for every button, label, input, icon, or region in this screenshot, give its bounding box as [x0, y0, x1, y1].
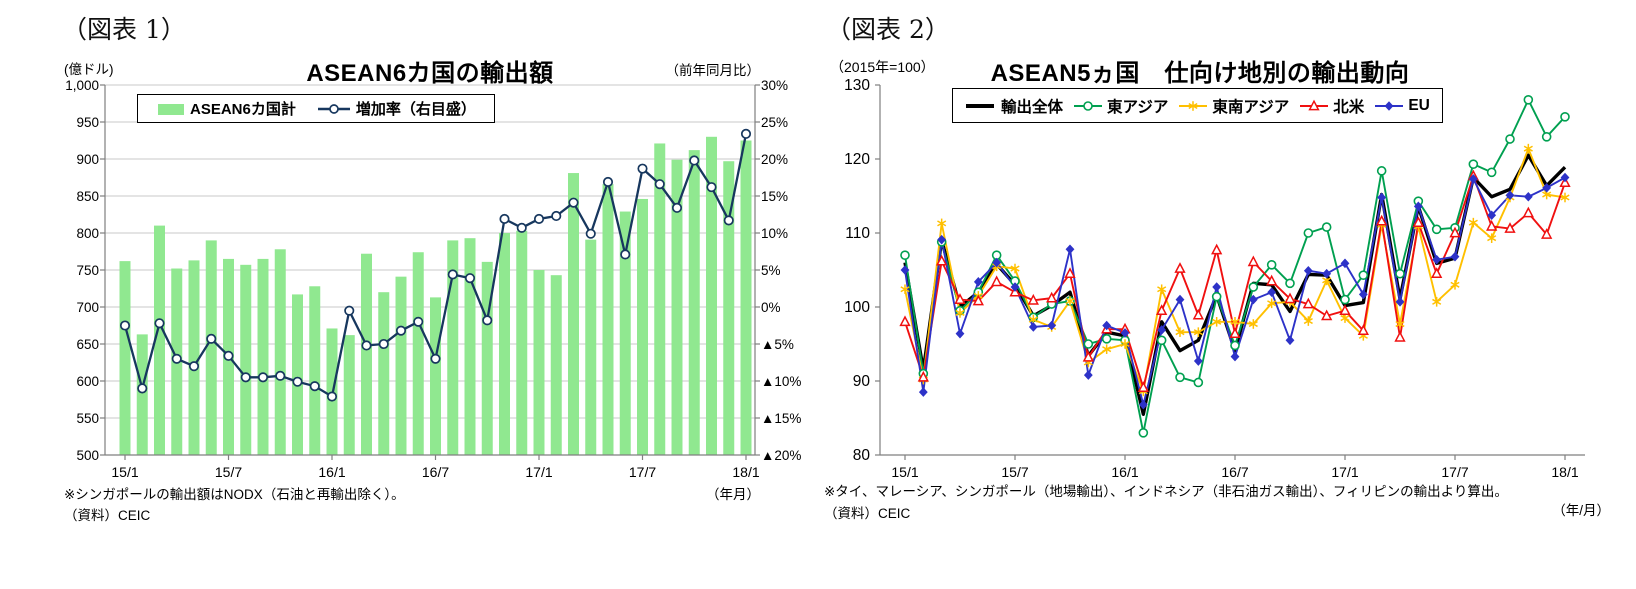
svg-text:1,000: 1,000 [65, 78, 99, 93]
figure1-x-axis-unit: （年月） [706, 487, 760, 502]
svg-text:800: 800 [76, 226, 99, 241]
legend-item-east-asia: 東アジア [1073, 95, 1168, 117]
svg-text:17/1: 17/1 [525, 464, 552, 480]
legend-label: ASEAN6カ国計 [190, 101, 296, 118]
legend-label: 増加率（右目盛） [355, 101, 476, 118]
figure2-header: （図表 2） [826, 15, 950, 44]
gold-asterisk-line-icon [1179, 100, 1208, 111]
svg-text:80: 80 [853, 447, 871, 464]
svg-text:15/7: 15/7 [1001, 464, 1028, 480]
svg-text:25%: 25% [761, 115, 788, 130]
green-circle-line-icon [1074, 100, 1103, 111]
svg-text:750: 750 [76, 263, 99, 278]
svg-text:15/1: 15/1 [111, 464, 138, 480]
svg-text:90: 90 [853, 373, 871, 390]
svg-text:100: 100 [844, 299, 870, 316]
line-marker-icon [317, 103, 350, 114]
black-line-icon [966, 103, 994, 108]
figure2-source: （資料）CEIC [824, 506, 911, 521]
svg-text:900: 900 [76, 152, 99, 167]
figure2-legend: 輸出全体 東アジア 東南アジア 北米 EU [952, 88, 1443, 123]
svg-text:650: 650 [76, 337, 99, 352]
svg-text:17/7: 17/7 [1441, 464, 1468, 480]
svg-text:18/1: 18/1 [732, 464, 759, 480]
figure1-chart: 1,000 30% 950 25% 900 20% 850 15% 800 10% 750 5% 700… [65, 78, 801, 480]
legend-item-growth-rate: 増加率（右目盛） [316, 98, 476, 119]
legend-label: 東南アジア [1212, 98, 1290, 116]
legend-label: 北米 [1333, 98, 1365, 116]
svg-text:5%: 5% [761, 263, 781, 278]
svg-text:▲15%: ▲15% [761, 411, 801, 426]
figure1-title: ASEAN6カ国の輸出額 [306, 60, 554, 87]
svg-text:120: 120 [844, 151, 870, 168]
figure1-legend: ASEAN6カ国計 増加率（右目盛） [137, 94, 495, 123]
svg-text:130: 130 [844, 77, 870, 94]
figure2-chart: 130 120 110 100 90 80 15/1 15/7 16/1 16/7 17/1 17/7… [844, 77, 1585, 480]
svg-text:15%: 15% [761, 189, 788, 204]
red-triangle-line-icon [1300, 99, 1329, 110]
svg-text:30%: 30% [761, 78, 788, 93]
svg-text:▲5%: ▲5% [761, 337, 794, 352]
figure1-right-axis-unit: （前年同月比） [665, 63, 761, 78]
svg-text:110: 110 [845, 225, 870, 242]
svg-text:600: 600 [76, 374, 99, 389]
svg-text:16/7: 16/7 [1221, 464, 1248, 480]
svg-text:15/7: 15/7 [215, 464, 242, 480]
svg-text:20%: 20% [761, 152, 788, 167]
svg-text:16/1: 16/1 [1111, 464, 1138, 480]
figure1-header: （図表 1） [62, 15, 186, 44]
svg-text:500: 500 [76, 448, 99, 463]
figure1-left-axis-unit: (億ドル) [64, 62, 114, 77]
svg-text:17/7: 17/7 [629, 464, 656, 480]
figure1-source: （資料）CEIC [64, 508, 151, 523]
legend-label: 輸出全体 [1001, 98, 1064, 116]
figure2-title: ASEAN5ヵ国 仕向け地別の輸出動向 [990, 60, 1410, 87]
svg-text:16/1: 16/1 [318, 464, 345, 480]
figure2-scale-note: （2015年=100） [830, 59, 935, 75]
svg-text:▲10%: ▲10% [761, 374, 801, 389]
svg-text:18/1: 18/1 [1551, 464, 1578, 480]
svg-text:950: 950 [76, 115, 99, 130]
figure2-note: ※タイ、マレーシア、シンガポール（地場輸出）、インドネシア（非石油ガス輸出）、フ… [824, 484, 1508, 499]
legend-label: 東アジア [1107, 98, 1169, 116]
legend-label: EU [1408, 96, 1430, 114]
legend-item-southeast-asia: 東南アジア [1178, 95, 1289, 117]
svg-text:850: 850 [76, 189, 99, 204]
legend-item-total-exports: 輸出全体 [965, 95, 1063, 117]
legend-item-asean6-total: ASEAN6カ国計 [156, 98, 296, 119]
legend-item-north-america: 北米 [1299, 95, 1364, 117]
figure2-x-axis-unit: （年/月） [1552, 503, 1610, 518]
svg-text:550: 550 [76, 411, 99, 426]
svg-text:700: 700 [76, 300, 99, 315]
legend-item-eu: EU [1374, 97, 1430, 115]
svg-text:0%: 0% [761, 300, 781, 315]
svg-text:17/1: 17/1 [1331, 464, 1358, 480]
svg-text:16/7: 16/7 [422, 464, 449, 480]
bar-swatch-icon [158, 103, 184, 115]
figure1-note: ※シンガポールの輸出額はNODX（石油と再輸出除く）。 [64, 487, 405, 502]
svg-text:15/1: 15/1 [891, 464, 918, 480]
blue-diamond-line-icon [1375, 100, 1404, 111]
svg-text:10%: 10% [761, 226, 788, 241]
svg-text:▲20%: ▲20% [761, 448, 801, 463]
